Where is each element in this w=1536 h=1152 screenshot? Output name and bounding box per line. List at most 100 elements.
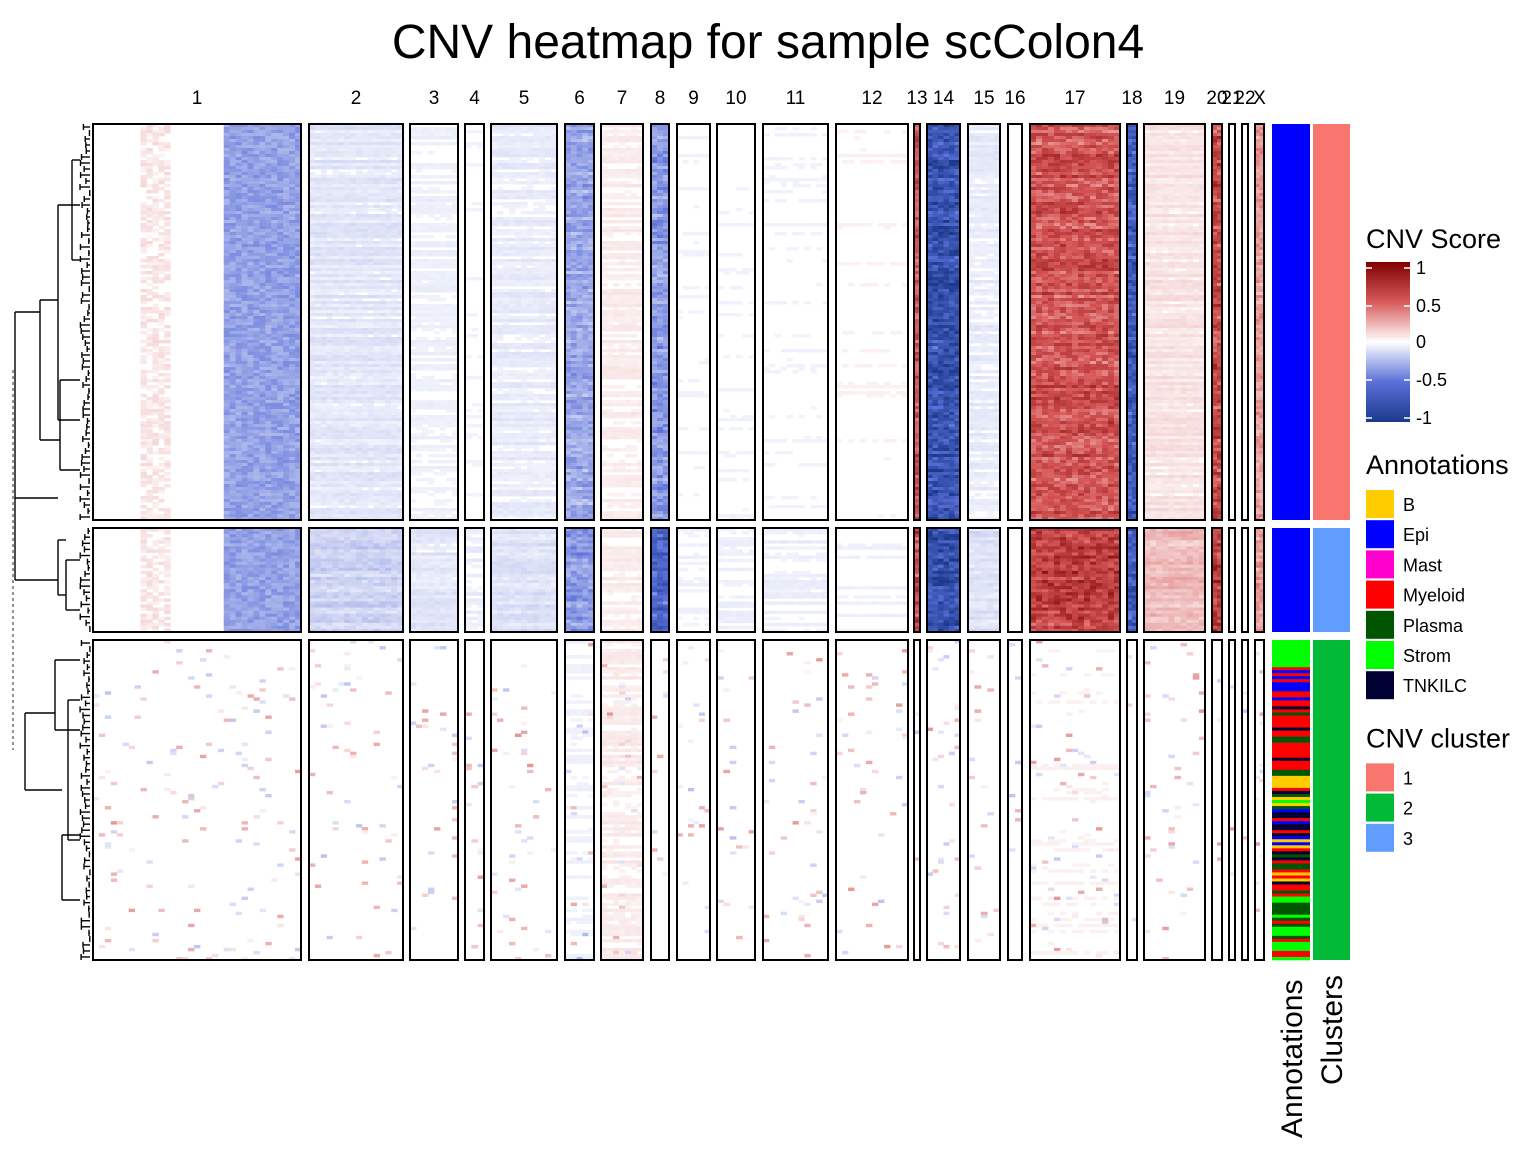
heatmap-cell xyxy=(362,205,368,208)
heatmap-cell xyxy=(344,511,350,514)
heatmap-cell xyxy=(141,412,147,415)
heatmap-cell xyxy=(374,430,380,433)
heatmap-cell xyxy=(146,466,152,469)
heatmap-cell xyxy=(146,319,152,322)
heatmap-cell xyxy=(259,214,265,217)
heatmap-cell xyxy=(368,139,374,142)
heatmap-cell xyxy=(362,238,368,241)
heatmap-cell xyxy=(141,481,147,484)
heatmap-cell xyxy=(253,235,259,238)
heatmap-cell xyxy=(248,286,254,289)
heatmap-cell xyxy=(362,163,368,166)
heatmap-cell xyxy=(164,229,170,232)
heatmap-cell xyxy=(333,508,339,511)
heatmap-cell xyxy=(374,433,380,436)
heatmap-cell xyxy=(315,436,321,439)
heatmap-cell xyxy=(242,307,248,310)
heatmap-cell xyxy=(236,283,242,286)
heatmap-cell xyxy=(440,316,446,319)
heatmap-cell xyxy=(333,130,339,133)
heatmap-cell xyxy=(259,466,265,469)
heatmap-cell xyxy=(321,454,327,457)
heatmap-cell xyxy=(271,478,277,481)
heatmap-cell xyxy=(385,373,391,376)
heatmap-cell xyxy=(259,271,265,274)
heatmap-cell xyxy=(146,316,152,319)
heatmap-cell xyxy=(333,217,339,220)
heatmap-cell xyxy=(259,463,265,466)
heatmap-cell xyxy=(428,175,434,178)
heatmap-cell xyxy=(380,466,386,469)
heatmap-cell xyxy=(380,304,386,307)
heatmap-cell xyxy=(321,172,327,175)
heatmap-cell xyxy=(391,202,397,205)
heatmap-cell xyxy=(289,484,295,487)
heatmap-cell xyxy=(338,421,344,424)
heatmap-cell xyxy=(289,286,295,289)
heatmap-cell xyxy=(242,406,248,409)
heatmap-cell xyxy=(362,313,368,316)
heatmap-cell xyxy=(277,136,283,139)
heatmap-cell xyxy=(338,208,344,211)
heatmap-cell xyxy=(265,385,271,388)
heatmap-cell xyxy=(446,325,452,328)
heatmap-cell xyxy=(368,214,374,217)
heatmap-cell xyxy=(338,226,344,229)
heatmap-cell xyxy=(265,355,271,358)
heatmap-cell xyxy=(152,355,158,358)
heatmap-cell xyxy=(248,169,254,172)
heatmap-cell xyxy=(230,367,236,370)
heatmap-cell xyxy=(271,262,277,265)
heatmap-cell xyxy=(327,469,333,472)
heatmap-cell xyxy=(338,313,344,316)
heatmap-cell xyxy=(230,343,236,346)
heatmap-cell xyxy=(385,235,391,238)
heatmap-cell xyxy=(391,502,397,505)
heatmap-cell xyxy=(248,448,254,451)
heatmap-cell xyxy=(248,391,254,394)
heatmap-cell xyxy=(356,229,362,232)
heatmap-cell xyxy=(350,439,356,442)
heatmap-cell xyxy=(230,307,236,310)
heatmap-cell xyxy=(236,316,242,319)
heatmap-cell xyxy=(146,403,152,406)
heatmap-cell xyxy=(368,340,374,343)
heatmap-cell xyxy=(158,235,164,238)
heatmap-cell xyxy=(344,499,350,502)
heatmap-cell xyxy=(236,439,242,442)
heatmap-cell xyxy=(350,379,356,382)
heatmap-cell xyxy=(224,220,230,223)
heatmap-cell xyxy=(422,262,428,265)
heatmap-cell xyxy=(271,202,277,205)
heatmap-cell xyxy=(391,145,397,148)
heatmap-cell xyxy=(315,256,321,259)
heatmap-cell xyxy=(380,295,386,298)
heatmap-cell xyxy=(152,304,158,307)
heatmap-cell xyxy=(236,151,242,154)
heatmap-cell xyxy=(230,193,236,196)
heatmap-cell xyxy=(380,442,386,445)
heatmap-cell xyxy=(259,493,265,496)
heatmap-cell xyxy=(242,250,248,253)
heatmap-cell xyxy=(327,496,333,499)
heatmap-cell xyxy=(224,442,230,445)
heatmap-cell xyxy=(242,454,248,457)
heatmap-cell xyxy=(283,445,289,448)
heatmap-cell xyxy=(152,277,158,280)
heatmap-cell xyxy=(350,286,356,289)
heatmap-cell xyxy=(253,316,259,319)
heatmap-cell xyxy=(356,208,362,211)
heatmap-cell xyxy=(289,130,295,133)
heatmap-cell xyxy=(385,385,391,388)
heatmap-cell xyxy=(344,139,350,142)
heatmap-cell xyxy=(344,403,350,406)
heatmap-cell xyxy=(350,226,356,229)
heatmap-cell xyxy=(230,292,236,295)
heatmap-cell xyxy=(271,481,277,484)
heatmap-cell xyxy=(141,403,147,406)
heatmap-cell xyxy=(416,196,422,199)
heatmap-cell xyxy=(271,277,277,280)
heatmap-cell xyxy=(271,292,277,295)
heatmap-cell xyxy=(236,334,242,337)
heatmap-cell xyxy=(289,361,295,364)
